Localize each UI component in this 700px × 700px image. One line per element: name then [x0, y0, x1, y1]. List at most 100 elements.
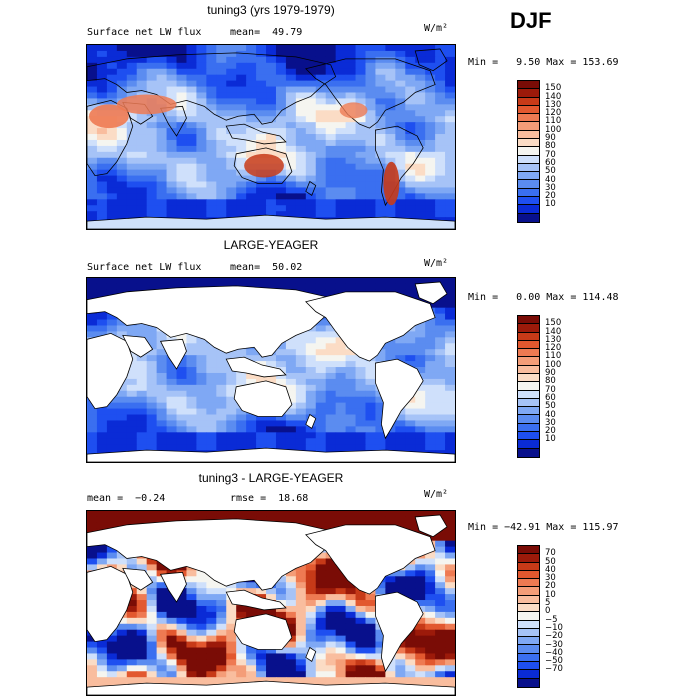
field-cell: [285, 408, 297, 416]
field-cell: [435, 157, 446, 165]
field-cell: [176, 211, 187, 218]
field-cell: [136, 384, 148, 392]
field-cell: [275, 378, 287, 386]
field-cell: [375, 629, 386, 637]
field-cell: [126, 402, 138, 410]
field-cell: [425, 181, 436, 188]
field-cell: [445, 528, 455, 536]
field-cell: [295, 349, 307, 356]
field-cell: [146, 641, 158, 649]
field-cell: [325, 390, 337, 398]
field-cell: [226, 390, 237, 398]
field-cell: [275, 205, 287, 212]
field-cell: [156, 408, 168, 416]
field-cell: [166, 600, 178, 607]
field-cell: [275, 343, 287, 350]
field-cell: [385, 86, 396, 93]
colorbar-swatch: [518, 554, 539, 563]
field-cell: [186, 605, 197, 613]
field-cell: [256, 74, 267, 82]
field-cell: [385, 211, 396, 218]
colorbar-swatch: [518, 398, 539, 408]
field-cell: [405, 98, 416, 105]
field-cell: [315, 56, 327, 64]
field-cell: [226, 193, 237, 200]
field-cell: [425, 319, 436, 326]
field-cell: [435, 134, 446, 141]
field-cell: [196, 623, 207, 631]
field-cell: [345, 671, 357, 678]
field-cell: [315, 145, 327, 153]
field-cell: [156, 659, 168, 666]
field-cell: [87, 325, 98, 332]
field-cell: [136, 647, 148, 654]
field-cell: [236, 116, 247, 123]
field-cell: [256, 175, 267, 183]
field-cell: [395, 163, 406, 171]
field-cell: [345, 169, 357, 177]
field-cell: [305, 677, 317, 684]
field-cell: [435, 74, 446, 82]
field-cell: [266, 647, 277, 654]
field-cell: [435, 576, 446, 583]
field-cell: [425, 402, 436, 410]
field-cell: [166, 62, 178, 70]
field-cell: [425, 56, 436, 64]
field-cell: [335, 139, 347, 147]
field-cell: [176, 600, 187, 607]
field-cell: [325, 80, 337, 88]
field-cell: [445, 343, 455, 350]
field-cell: [275, 45, 287, 52]
field-cell: [345, 45, 357, 52]
field-cell: [405, 653, 416, 660]
panel2-title: LARGE-YEAGER: [223, 238, 319, 252]
field-cell: [285, 116, 297, 123]
field-cell: [106, 62, 118, 70]
field-cell: [275, 278, 287, 285]
field-cell: [335, 283, 347, 291]
field-cell: [395, 426, 406, 433]
field-cell: [325, 629, 337, 637]
field-cell: [87, 635, 98, 643]
field-cell: [136, 163, 148, 171]
field-cell: [236, 45, 247, 52]
field-cell: [375, 355, 386, 362]
field-cell: [365, 444, 376, 451]
panel1-map: [86, 44, 456, 230]
field-cell: [156, 378, 168, 386]
field-cell: [305, 169, 317, 177]
field-cell: [405, 181, 416, 188]
field-cell: [116, 80, 128, 88]
field-cell: [435, 331, 446, 338]
field-cell: [305, 122, 317, 129]
field-cell: [315, 414, 327, 421]
field-cell: [216, 50, 227, 58]
field-cell: [96, 145, 108, 153]
field-cell: [445, 80, 455, 88]
field-cell: [156, 647, 168, 654]
field-cell: [236, 641, 247, 649]
field-cell: [246, 588, 257, 595]
field-cell: [305, 444, 317, 451]
field-cell: [226, 45, 237, 52]
field-cell: [256, 647, 267, 654]
field-cell: [345, 283, 357, 291]
field-cell: [256, 122, 267, 129]
field-cell: [206, 104, 217, 111]
field-cell: [226, 199, 237, 206]
field-cell: [186, 80, 197, 88]
field-cell: [196, 181, 207, 188]
field-cell: [325, 402, 337, 410]
field-cell: [365, 145, 376, 153]
field-cell: [365, 671, 376, 678]
field-cell: [425, 211, 436, 218]
field-cell: [445, 319, 455, 326]
field-cell: [335, 205, 347, 212]
field-cell: [176, 50, 187, 58]
field-cell: [256, 98, 267, 105]
field-cell: [216, 278, 227, 285]
field-cell: [236, 104, 247, 111]
field-cell: [156, 665, 168, 672]
field-cell: [365, 74, 376, 82]
field-cell: [355, 390, 366, 398]
